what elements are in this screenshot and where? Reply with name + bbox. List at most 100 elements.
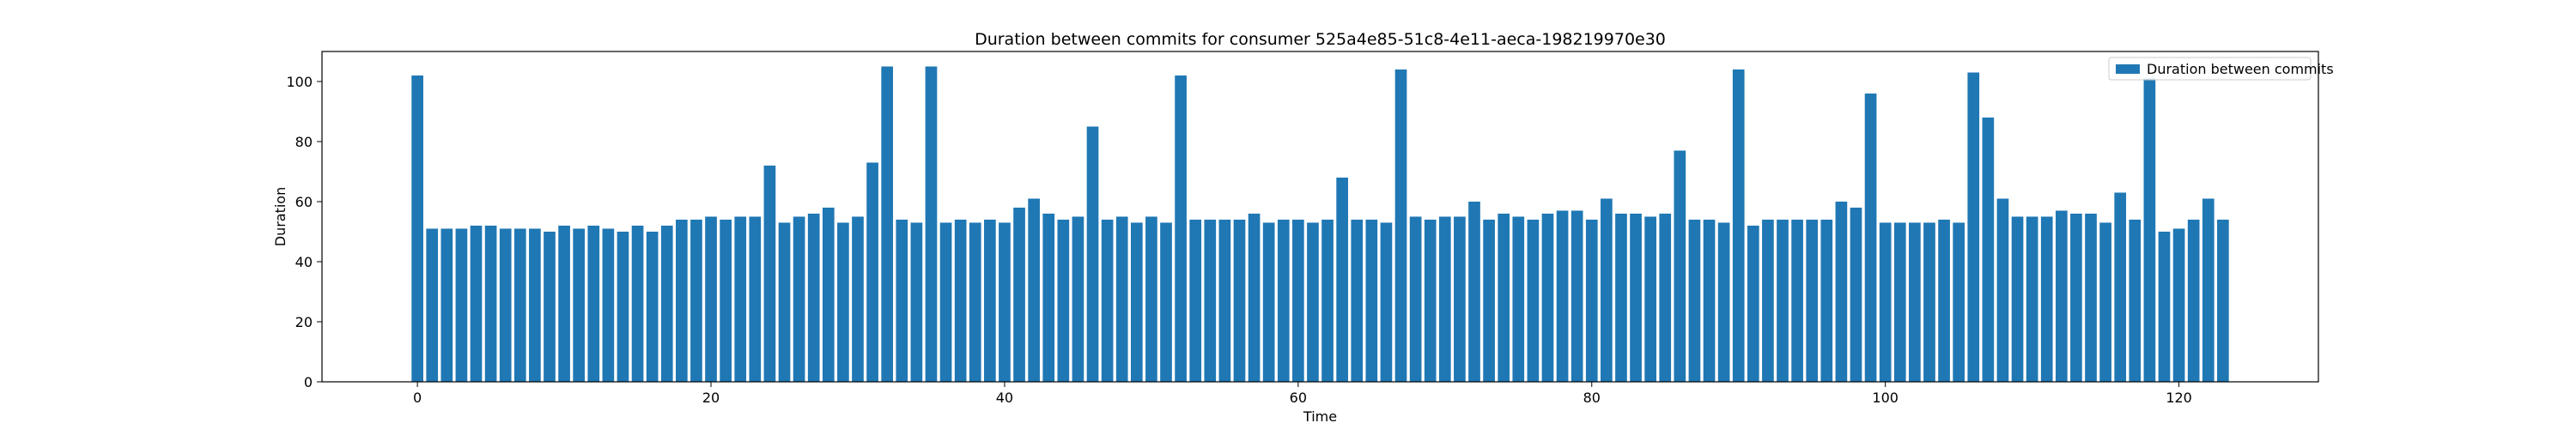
bar <box>617 232 629 382</box>
bar <box>1042 214 1055 382</box>
bar <box>1835 202 1848 382</box>
bar <box>1321 220 1334 382</box>
bar <box>2026 216 2038 382</box>
bar <box>1585 220 1598 382</box>
bar <box>1160 222 1172 382</box>
bar <box>1233 220 1246 382</box>
bar <box>1967 72 1980 382</box>
bar <box>1483 220 1495 382</box>
bar <box>1820 220 1833 382</box>
bar <box>558 226 570 382</box>
bar <box>2055 210 2068 382</box>
bar <box>939 222 952 382</box>
bar <box>2172 228 2185 382</box>
bar <box>2040 216 2053 382</box>
bar <box>602 228 615 382</box>
bar <box>529 228 541 382</box>
bar <box>1072 216 1084 382</box>
bar <box>1262 222 1275 382</box>
legend: Duration between commits <box>2108 57 2334 81</box>
bar <box>2011 216 2024 382</box>
bar <box>866 162 878 382</box>
y-tick-label: 80 <box>295 134 313 150</box>
bar <box>720 220 732 382</box>
bar <box>1204 220 1217 382</box>
bar <box>440 228 453 382</box>
bar <box>2085 214 2097 382</box>
x-tick-label: 100 <box>1872 390 1899 406</box>
bar <box>837 222 849 382</box>
bar <box>1747 226 1759 382</box>
y-tick-label: 40 <box>295 254 313 270</box>
bar <box>411 76 423 382</box>
y-tick-label: 60 <box>295 194 313 210</box>
bar <box>896 220 908 382</box>
bar <box>1277 220 1290 382</box>
bar <box>1806 220 1819 382</box>
bar <box>925 66 938 382</box>
bar <box>660 226 673 382</box>
bar <box>1028 198 1040 382</box>
bar <box>1218 220 1231 382</box>
bar <box>1996 198 2009 382</box>
bar <box>1601 198 1613 382</box>
legend-box <box>2108 57 2312 81</box>
bar <box>1307 222 1319 382</box>
bar <box>1703 220 1716 382</box>
bar <box>2099 222 2111 382</box>
x-tick-label: 20 <box>702 390 720 406</box>
bar <box>1541 214 1554 382</box>
bar <box>646 232 659 382</box>
bar <box>999 222 1011 382</box>
bar <box>1351 220 1364 382</box>
bar <box>793 216 805 382</box>
bar <box>705 216 717 382</box>
x-tick-label: 80 <box>1583 390 1601 406</box>
bar <box>631 226 644 382</box>
bar <box>1938 220 1950 382</box>
bar <box>1864 94 1877 382</box>
bar <box>1879 222 1892 382</box>
bar <box>1630 214 1642 382</box>
bar <box>1556 210 1569 382</box>
x-tick-label: 0 <box>413 390 422 406</box>
legend-label: Duration between commits <box>2147 61 2334 77</box>
bar <box>1909 222 1921 382</box>
bar <box>2070 214 2082 382</box>
bar <box>2187 220 2200 382</box>
bar <box>2114 192 2127 382</box>
bar <box>573 228 586 382</box>
bar <box>1409 216 1422 382</box>
legend-swatch <box>2116 64 2140 74</box>
y-tick-label: 100 <box>286 74 313 90</box>
bar <box>455 228 468 382</box>
bar <box>1189 220 1202 382</box>
bar <box>1394 69 1407 382</box>
bar <box>1115 216 1128 382</box>
bar <box>1717 222 1730 382</box>
x-tick-label: 40 <box>996 390 1013 406</box>
bar <box>587 226 600 382</box>
bar <box>1292 220 1304 382</box>
bar <box>1644 216 1656 382</box>
plot-frame <box>321 51 2319 383</box>
y-tick-label: 20 <box>295 314 313 330</box>
bar <box>1365 220 1378 382</box>
y-tick-label: 0 <box>304 374 313 390</box>
bar <box>499 228 512 382</box>
bar <box>1777 220 1789 382</box>
bar <box>1953 222 1965 382</box>
bar <box>2202 198 2215 382</box>
bar <box>676 220 688 382</box>
bar <box>1674 150 1686 382</box>
bar <box>1659 214 1672 382</box>
x-tick-label: 60 <box>1290 390 1307 406</box>
bar <box>1086 126 1099 382</box>
bar <box>763 166 776 382</box>
x-axis-label: Time <box>1303 408 1337 425</box>
bar <box>734 216 747 382</box>
bar <box>1468 202 1480 382</box>
bar <box>1380 222 1393 382</box>
bar <box>1850 208 1862 382</box>
